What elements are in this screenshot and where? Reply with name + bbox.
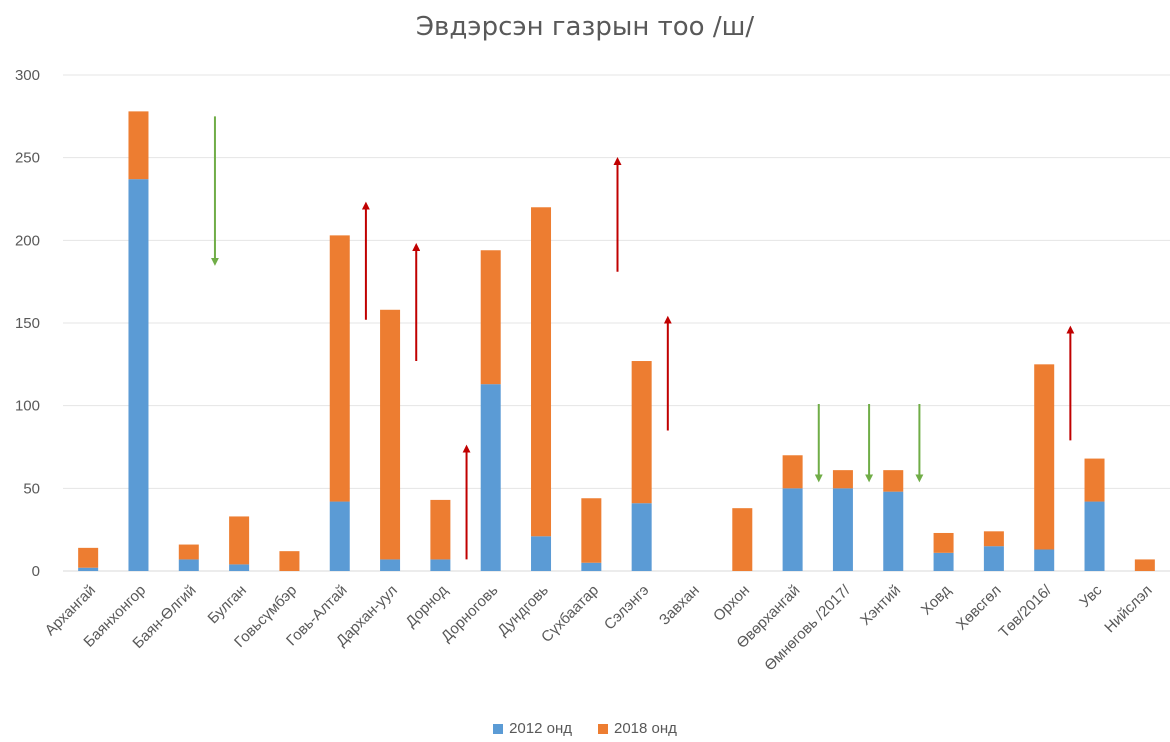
bar-2018-0 [78, 547, 99, 568]
bar-2018-3 [229, 516, 250, 565]
y-tick-label-0: 0 [32, 563, 40, 580]
bar-2018-21 [1134, 559, 1155, 571]
bar-2012-19 [1034, 549, 1055, 571]
bar-2018-18 [983, 531, 1004, 547]
bar-2012-14 [782, 488, 803, 571]
bar-2018-15 [832, 470, 853, 489]
legend-item-2018: 2018 онд [598, 720, 677, 737]
bar-2018-17 [933, 532, 954, 553]
bar-2012-9 [531, 536, 552, 571]
y-tick-label-100: 100 [15, 398, 40, 415]
x-tick-label-20: Увс [1076, 581, 1105, 610]
y-tick-label-150: 150 [15, 315, 40, 332]
x-tick-label-17: Ховд [918, 582, 955, 619]
bar-2012-3 [229, 564, 250, 571]
bar-2012-1 [128, 179, 149, 571]
bar-2018-14 [782, 455, 803, 489]
bar-2012-0 [78, 567, 99, 571]
y-tick-label-50: 50 [23, 480, 40, 497]
bar-2012-7 [430, 559, 451, 571]
bar-2018-10 [581, 498, 602, 563]
legend-item-2012: 2012 онд [493, 720, 572, 737]
bar-2018-11 [631, 361, 652, 504]
legend-label-2012: 2012 онд [509, 720, 572, 737]
x-tick-label-12: Завхан [656, 582, 703, 629]
bar-2018-13 [732, 508, 753, 571]
x-tick-label-18: Хөвсгөл [953, 582, 1005, 634]
bar-2012-2 [178, 559, 199, 571]
bar-2012-6 [380, 559, 401, 571]
x-tick-label-16: Хэнтий [857, 582, 904, 629]
x-tick-label-15: Өмнөговь /2017/ [761, 581, 854, 674]
x-tick-label-19: Төв/2016/ [996, 581, 1056, 641]
bar-2018-19 [1034, 364, 1055, 550]
x-tick-label-13: Орхон [710, 582, 753, 625]
x-tick-label-21: Нийслэл [1101, 582, 1155, 636]
x-tick-label-3: Булган [205, 582, 250, 627]
bar-2012-16 [883, 491, 904, 571]
bar-2018-16 [883, 470, 904, 492]
bar-2018-5 [329, 235, 350, 502]
bar-2018-9 [531, 207, 552, 537]
bar-2018-2 [178, 544, 199, 560]
bar-2012-5 [329, 501, 350, 571]
bar-2018-20 [1084, 458, 1105, 502]
bar-2012-17 [933, 552, 954, 571]
bar-2012-18 [983, 546, 1004, 571]
bar-2018-6 [380, 309, 401, 560]
chart-title: Эвдэрсэн газрын тоо /ш/ [415, 12, 755, 42]
legend-swatch-2012 [493, 723, 504, 734]
y-tick-label-200: 200 [15, 232, 40, 249]
bar-2018-8 [480, 250, 501, 385]
y-tick-label-300: 300 [15, 67, 40, 84]
bar-2012-10 [581, 562, 602, 571]
bar-2018-4 [279, 551, 300, 571]
bar-2012-20 [1084, 501, 1105, 571]
x-tick-label-11: Сэлэнгэ [601, 582, 653, 634]
y-tick-label-250: 250 [15, 150, 40, 167]
bar-2012-8 [480, 384, 501, 571]
x-tick-label-7: Дорнод [402, 582, 451, 631]
bar-2018-7 [430, 499, 451, 560]
legend-label-2018: 2018 онд [614, 720, 677, 737]
bar-2012-15 [832, 488, 853, 571]
bar-2012-11 [631, 503, 652, 571]
legend-swatch-2018 [598, 723, 608, 734]
bar-2018-1 [128, 111, 149, 180]
chart-legend: 2012 онд 2018 онд [0, 720, 1170, 737]
